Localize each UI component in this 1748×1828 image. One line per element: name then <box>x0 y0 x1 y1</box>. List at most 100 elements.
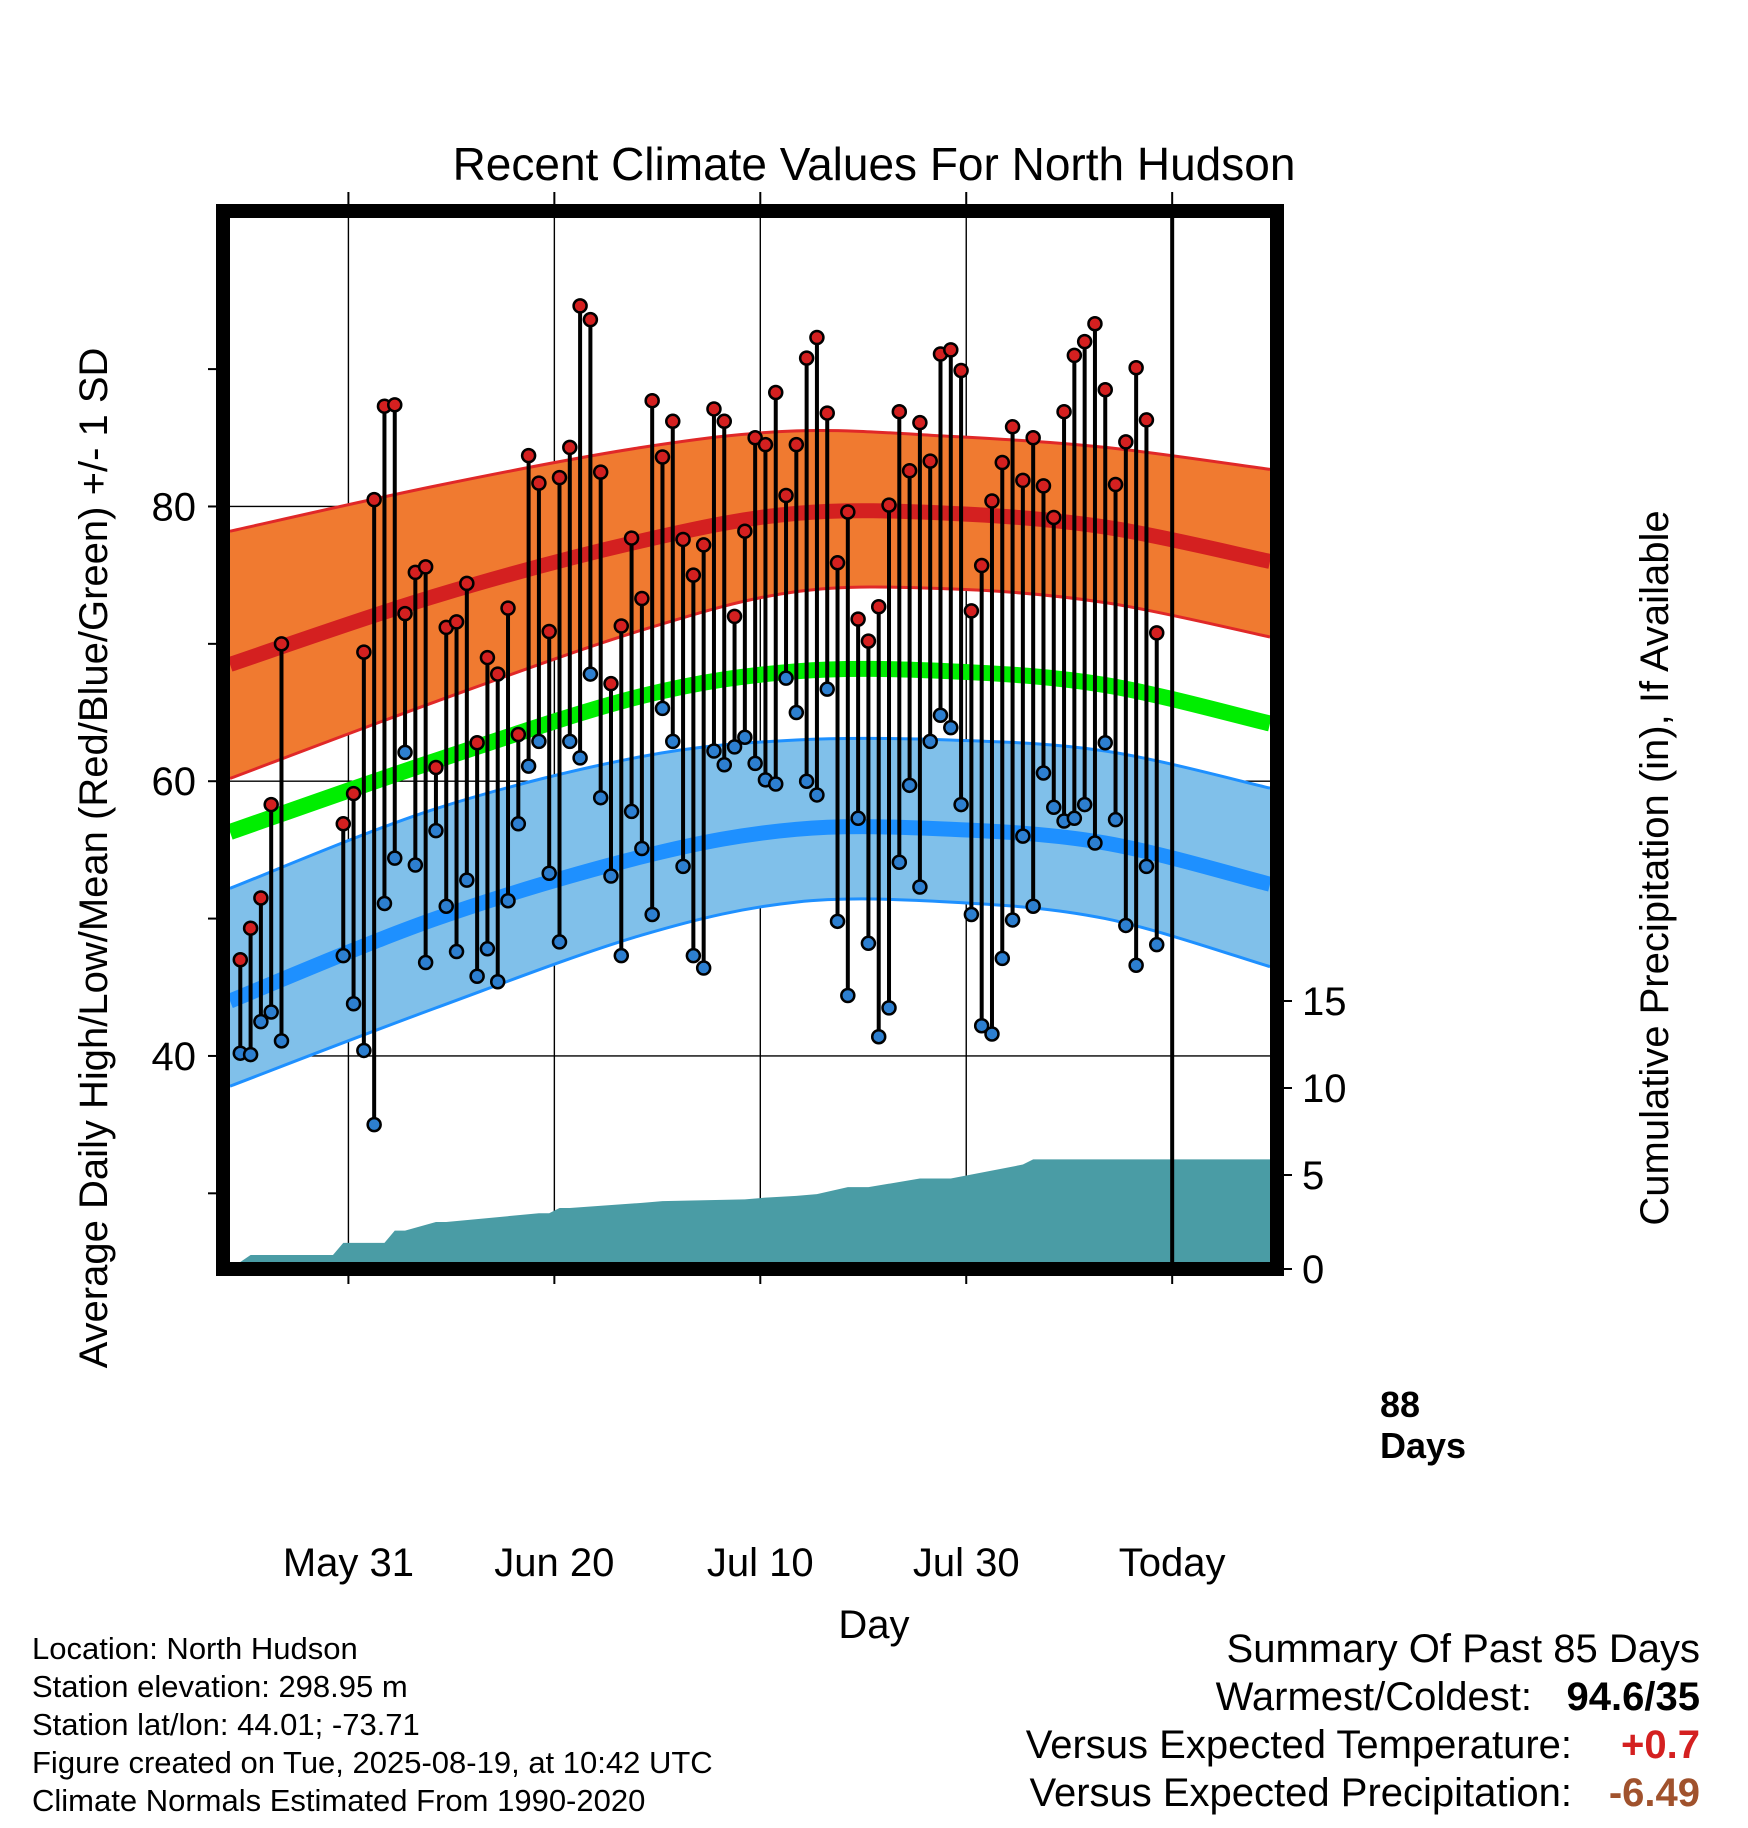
daily-low-point <box>1046 799 1062 816</box>
daily-high-point <box>582 311 599 328</box>
daily-high-point <box>644 392 660 409</box>
daily-low-point <box>716 756 733 773</box>
daily-low-point <box>973 1017 990 1034</box>
daily-low-point <box>428 822 444 839</box>
daily-high-point <box>623 530 640 546</box>
daily-high-point <box>943 342 959 358</box>
daily-high-point <box>798 350 815 366</box>
daily-low-point <box>397 744 413 761</box>
daily-high-point <box>634 590 650 607</box>
daily-low-point <box>675 858 691 875</box>
daily-low-point <box>953 796 969 813</box>
station-info: Location: North Hudson Station elevation… <box>32 1630 713 1820</box>
daily-high-point <box>850 611 866 627</box>
daily-low-point <box>922 733 938 750</box>
daily-high-point <box>994 454 1011 471</box>
daily-low-point <box>387 850 403 866</box>
daily-high-point <box>1056 403 1072 420</box>
y-tick-label: 80 <box>152 485 197 529</box>
daily-low-point <box>1097 734 1113 751</box>
daily-low-point <box>407 857 424 873</box>
daily-low-point <box>850 810 866 827</box>
daily-high-point <box>551 469 568 486</box>
daily-low-point <box>479 941 496 957</box>
daily-low-point <box>376 895 393 912</box>
x-tick-label: Jul 10 <box>707 1541 814 1585</box>
daily-low-point <box>438 898 454 914</box>
daily-high-point <box>489 666 506 682</box>
y2-tick-label: 5 <box>1302 1154 1324 1198</box>
daily-low-point <box>829 913 846 930</box>
daily-high-point <box>253 890 269 906</box>
daily-temperature-markers <box>232 298 1165 1133</box>
daily-low-point <box>253 1013 269 1030</box>
daily-high-point <box>675 531 691 548</box>
daily-low-point <box>1148 936 1165 953</box>
daily-low-point <box>1035 765 1052 781</box>
daily-low-point <box>572 750 588 766</box>
daily-low-point <box>840 987 856 1004</box>
daily-high-point <box>747 430 763 446</box>
daily-high-point <box>1035 478 1052 494</box>
daily-low-point <box>531 733 547 750</box>
daily-low-point <box>356 1042 372 1059</box>
daily-low-point <box>912 879 928 895</box>
daily-high-point <box>860 633 877 649</box>
y2-tick-label: 10 <box>1302 1067 1347 1111</box>
daily-low-point <box>335 947 352 964</box>
daily-high-point <box>613 618 630 634</box>
daily-high-point <box>562 439 578 456</box>
daily-high-point <box>912 414 928 431</box>
daily-high-point <box>809 329 825 346</box>
info-elevation: Station elevation: 298.95 m <box>32 1669 408 1704</box>
daily-high-point <box>829 555 846 571</box>
daily-low-point <box>489 974 506 990</box>
daily-high-point <box>726 608 743 625</box>
daily-high-point <box>737 523 753 539</box>
daily-low-point <box>592 789 609 806</box>
x-tick-label: May 31 <box>283 1541 414 1585</box>
daily-high-point <box>757 436 774 453</box>
info-latlon: Station lat/lon: 44.01; -73.71 <box>32 1707 420 1742</box>
daily-high-point <box>819 405 835 421</box>
daily-high-point <box>500 600 516 616</box>
daily-low-point <box>1107 811 1124 828</box>
precipitation-area <box>240 1159 1271 1262</box>
y-axis-label-left: Average Daily High/Low/Mean (Red/Blue/Gr… <box>72 348 116 1369</box>
daily-low-point <box>1004 912 1021 928</box>
daily-low-point <box>459 872 475 888</box>
daily-high-point <box>695 537 712 553</box>
x-tick-label: Today <box>1119 1541 1226 1585</box>
daily-high-point <box>881 497 897 513</box>
summary-warm-cold: Warmest/Coldest: 94.6/35 <box>1026 1673 1700 1721</box>
daily-low-point <box>881 1000 897 1016</box>
daily-high-point <box>1118 434 1134 450</box>
daily-high-point <box>572 298 588 314</box>
daily-low-point <box>1138 858 1155 875</box>
daily-high-point <box>1107 476 1124 493</box>
daily-high-point <box>1004 419 1021 435</box>
daily-high-point <box>520 447 537 464</box>
daily-high-point <box>654 449 671 465</box>
daily-low-point <box>932 707 949 724</box>
today-days-count: 88 <box>1380 1384 1420 1425</box>
daily-low-point <box>634 840 650 857</box>
daily-temperature-stems <box>238 305 1159 1125</box>
daily-low-point <box>798 773 815 789</box>
daily-low-point <box>1015 828 1031 844</box>
daily-low-point <box>623 803 640 820</box>
chart-title: Recent Climate Values For North Hudson <box>453 138 1296 190</box>
daily-high-point <box>592 464 609 480</box>
daily-high-point <box>459 575 475 592</box>
daily-high-point <box>469 734 485 751</box>
daily-low-point <box>500 892 516 909</box>
daily-high-point <box>665 413 681 430</box>
daily-high-point <box>263 796 279 813</box>
daily-low-point <box>644 906 660 923</box>
daily-high-point <box>922 453 938 469</box>
daily-high-point <box>840 504 856 520</box>
daily-low-point <box>562 733 578 750</box>
warm-cold-label: Warmest/Coldest: <box>1215 1675 1532 1719</box>
daily-high-point <box>366 491 382 508</box>
daily-low-point <box>510 816 527 832</box>
